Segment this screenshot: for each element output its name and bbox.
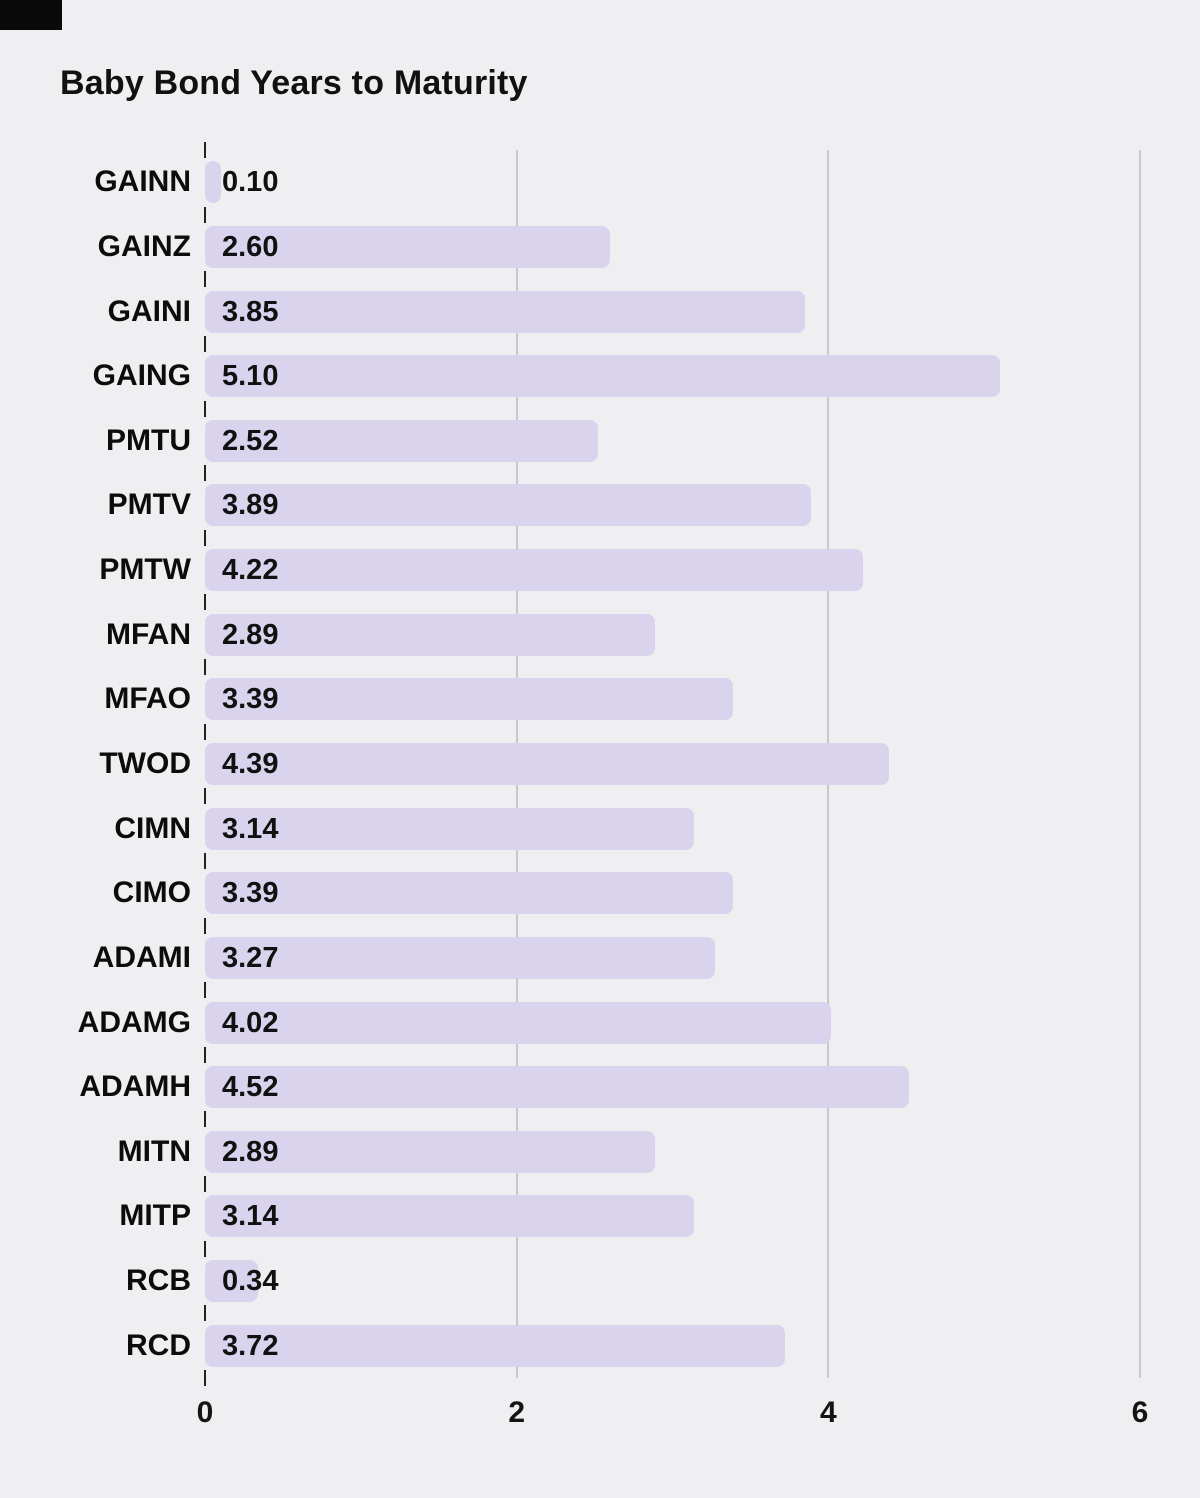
bar-rcd <box>205 1325 785 1367</box>
value-label-adami: 3.27 <box>222 942 279 974</box>
y-axis-tick <box>204 1046 206 1063</box>
y-axis-tick <box>204 982 206 999</box>
value-label-pmtv: 3.89 <box>222 489 279 521</box>
chart-title: Baby Bond Years to Maturity <box>60 64 528 102</box>
bar-mfan <box>205 614 655 656</box>
y-axis-tick <box>204 1111 206 1128</box>
category-label-gaini: GAINI <box>107 295 191 328</box>
bar-adami <box>205 937 715 979</box>
value-label-gainz: 2.60 <box>222 231 279 263</box>
bar-cimo <box>205 872 733 914</box>
value-label-adamg: 4.02 <box>222 1007 279 1039</box>
y-axis-tick <box>204 788 206 805</box>
value-label-mitn: 2.89 <box>222 1136 279 1168</box>
value-label-gaini: 3.85 <box>222 296 279 328</box>
category-label-gaing: GAING <box>92 359 191 392</box>
bar-pmtw <box>205 549 863 591</box>
category-label-adamg: ADAMG <box>77 1006 191 1039</box>
category-label-gainz: GAINZ <box>97 230 191 263</box>
bar-gainn <box>205 161 221 203</box>
value-label-adamh: 4.52 <box>222 1071 279 1103</box>
y-axis-tick <box>204 1305 206 1322</box>
category-label-adamh: ADAMH <box>79 1070 191 1103</box>
y-axis-tick <box>204 852 206 869</box>
value-label-gaing: 5.10 <box>222 360 279 392</box>
value-label-rcd: 3.72 <box>222 1330 279 1362</box>
value-label-mfao: 3.39 <box>222 683 279 715</box>
bar-mitp <box>205 1195 694 1237</box>
bar-adamg <box>205 1002 831 1044</box>
category-label-mfan: MFAN <box>106 618 191 651</box>
bar-pmtu <box>205 420 598 462</box>
category-label-mfao: MFAO <box>104 682 191 715</box>
category-label-pmtu: PMTU <box>106 424 191 457</box>
y-axis-tick <box>204 529 206 546</box>
y-axis-tick <box>204 1176 206 1193</box>
category-label-pmtw: PMTW <box>99 553 191 586</box>
value-label-mitp: 3.14 <box>222 1200 279 1232</box>
value-label-twod: 4.39 <box>222 748 279 780</box>
value-label-gainn: 0.10 <box>222 166 279 198</box>
bar-rcb <box>205 1260 258 1302</box>
category-label-adami: ADAMI <box>92 941 191 974</box>
y-axis-tick <box>204 465 206 482</box>
category-label-gainn: GAINN <box>94 165 191 198</box>
category-label-mitn: MITN <box>117 1135 191 1168</box>
value-label-pmtw: 4.22 <box>222 554 279 586</box>
y-axis-tick <box>204 594 206 611</box>
y-axis-tick <box>204 1370 206 1386</box>
value-label-cimo: 3.39 <box>222 877 279 909</box>
bar-pmtv <box>205 484 811 526</box>
y-axis-tick <box>204 400 206 417</box>
bar-adamh <box>205 1066 909 1108</box>
y-axis-tick <box>204 1240 206 1257</box>
category-label-cimo: CIMO <box>112 876 191 909</box>
value-label-mfan: 2.89 <box>222 619 279 651</box>
bar-gainz <box>205 226 610 268</box>
category-label-rcd: RCD <box>126 1329 191 1362</box>
x-axis-label-6: 6 <box>1131 1396 1149 1429</box>
category-label-rcb: RCB <box>126 1264 191 1297</box>
bar-gaini <box>205 291 805 333</box>
bar-mfao <box>205 678 733 720</box>
gridline-x-6 <box>1139 150 1141 1378</box>
y-axis-tick <box>204 335 206 352</box>
bar-cimn <box>205 808 694 850</box>
y-axis-tick <box>204 723 206 740</box>
y-axis-tick <box>204 142 206 158</box>
bar-gaing <box>205 355 1000 397</box>
category-label-pmtv: PMTV <box>107 488 191 521</box>
value-label-cimn: 3.14 <box>222 813 279 845</box>
bar-mitn <box>205 1131 655 1173</box>
x-axis-label-0: 0 <box>196 1396 214 1429</box>
top-left-black-mark <box>0 0 62 30</box>
y-axis-tick <box>204 271 206 288</box>
y-axis-tick <box>204 659 206 676</box>
y-axis-tick <box>204 917 206 934</box>
value-label-rcb: 0.34 <box>222 1265 279 1297</box>
y-axis-tick <box>204 206 206 223</box>
x-axis-label-4: 4 <box>819 1396 837 1429</box>
value-label-pmtu: 2.52 <box>222 425 279 457</box>
category-label-cimn: CIMN <box>114 812 191 845</box>
x-axis-label-2: 2 <box>508 1396 525 1429</box>
category-label-mitp: MITP <box>119 1199 191 1232</box>
category-label-twod: TWOD <box>99 747 191 780</box>
bar-twod <box>205 743 889 785</box>
